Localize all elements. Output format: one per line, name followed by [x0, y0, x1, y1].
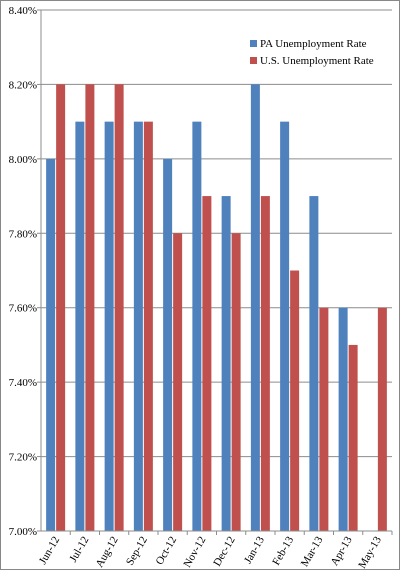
- bar-us-Dec-12: [231, 233, 241, 532]
- legend-label: PA Unemployment Rate: [260, 38, 367, 50]
- bar-pa-Jul-12: [75, 121, 85, 532]
- bar-pa-Feb-13: [280, 121, 290, 532]
- bar-pa-Aug-12: [104, 121, 114, 532]
- bar-pa-Apr-13: [338, 307, 348, 531]
- y-tick-labels: 7.00% 7.20% 7.40% 7.60% 7.80% 8.00% 8.20% 8.40%: [9, 5, 37, 538]
- bars: [46, 84, 387, 532]
- y-tick-label: 7.60%: [9, 303, 37, 315]
- bar-us-Mar-13: [319, 307, 329, 531]
- bar-us-Oct-12: [173, 233, 183, 532]
- bar-pa-Nov-12: [192, 121, 202, 532]
- bar-us-Apr-13: [348, 344, 358, 531]
- y-tick-label: 8.40%: [9, 5, 37, 17]
- y-tick-label: 7.00%: [9, 526, 37, 538]
- legend-swatch: [250, 40, 257, 47]
- bar-us-May-13: [377, 307, 387, 531]
- bar-us-Feb-13: [290, 270, 300, 531]
- legend-swatch: [250, 57, 257, 64]
- y-tick-label: 7.40%: [9, 377, 37, 389]
- bar-us-Sep-12: [143, 121, 153, 532]
- bar-us-Aug-12: [114, 84, 124, 531]
- bar-us-Jan-13: [260, 196, 270, 532]
- bar-us-Jul-12: [85, 84, 95, 531]
- bar-us-Jun-12: [56, 84, 66, 531]
- bar-pa-Jun-12: [46, 158, 56, 531]
- bar-pa-Jan-13: [250, 84, 260, 531]
- bar-us-Nov-12: [202, 196, 212, 532]
- y-tick-label: 8.00%: [9, 154, 37, 166]
- legend-label: U.S. Unemployment Rate: [260, 55, 374, 67]
- y-tick-label: 7.20%: [9, 452, 37, 464]
- bar-pa-Oct-12: [163, 158, 173, 531]
- axes: [37, 9, 393, 535]
- y-tick-label: 7.80%: [9, 228, 37, 240]
- legend: PA Unemployment Rate U.S. Unemployment Ra…: [250, 38, 374, 67]
- bar-pa-Dec-12: [221, 196, 231, 532]
- bar-pa-Sep-12: [133, 121, 143, 532]
- y-tick-label: 8.20%: [9, 79, 37, 91]
- bar-pa-Mar-13: [309, 196, 319, 532]
